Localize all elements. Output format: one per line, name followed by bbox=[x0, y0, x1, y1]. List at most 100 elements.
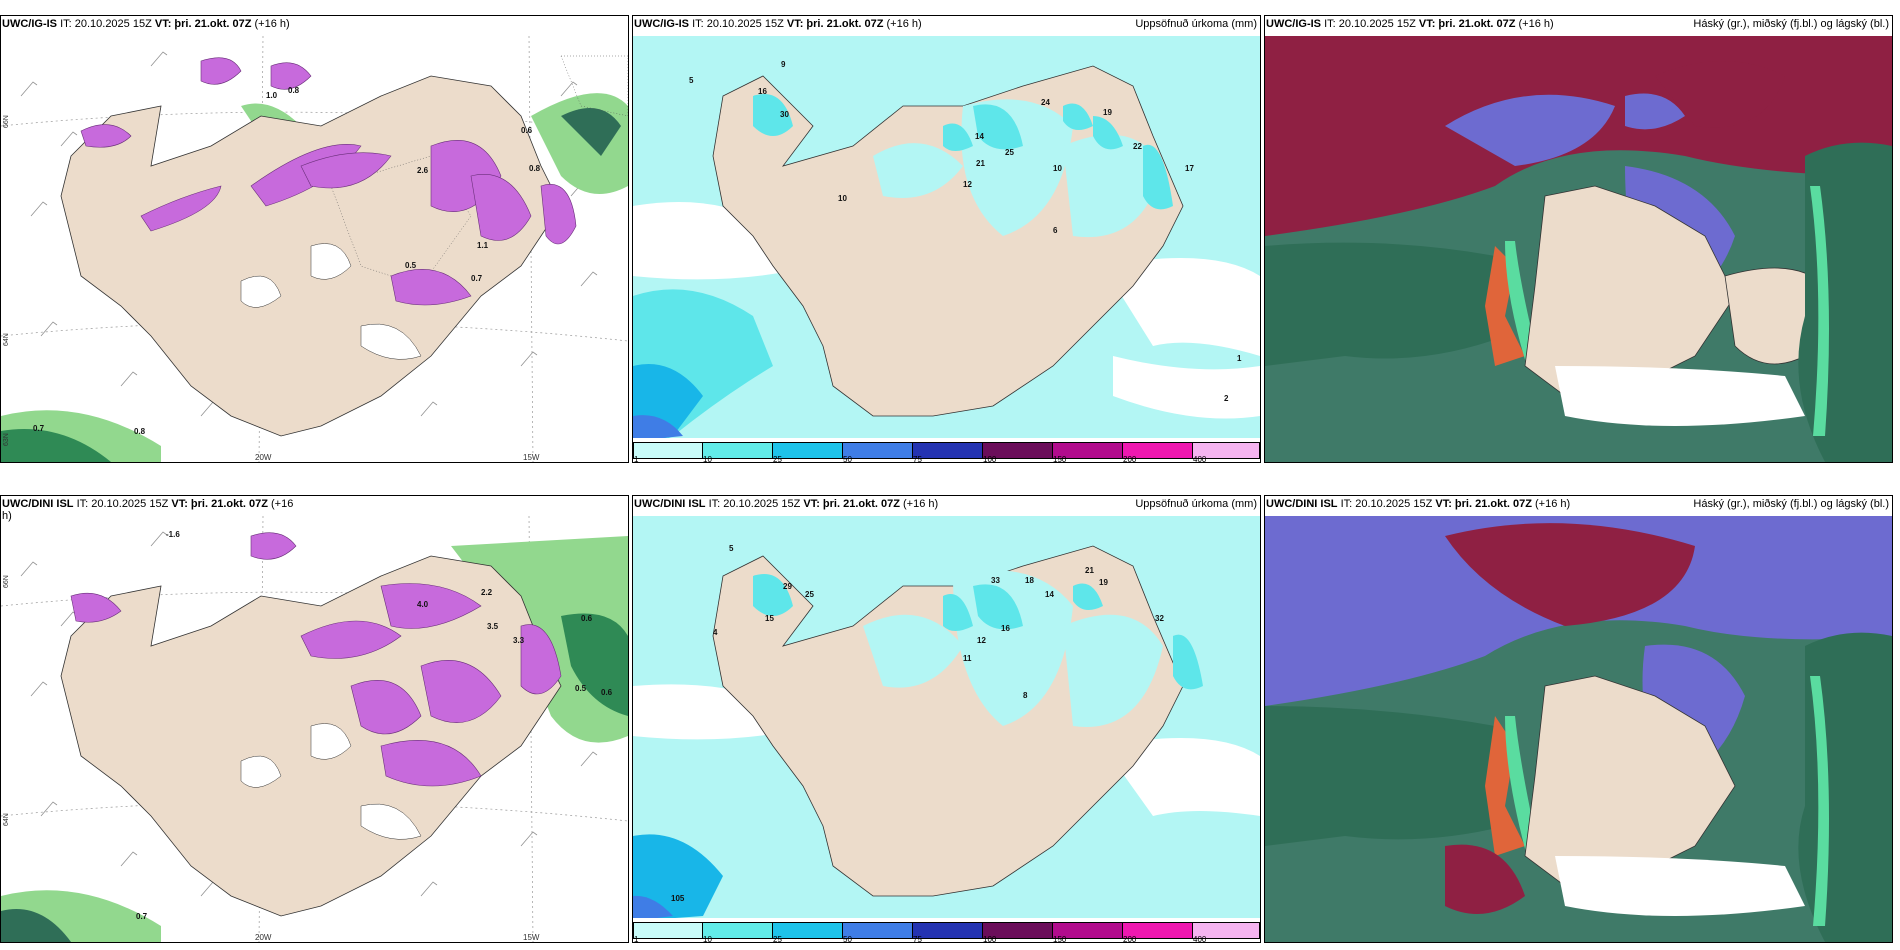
value-label: 0.8 bbox=[134, 427, 146, 436]
lat-label-64n: 64N bbox=[3, 333, 10, 346]
colorbar-swatch bbox=[1193, 442, 1260, 459]
value-label: 4 bbox=[713, 628, 718, 637]
value-label: 4.0 bbox=[417, 600, 429, 609]
value-label: 9 bbox=[781, 60, 786, 69]
panel-title: UWC/DINI ISL IT: 20.10.2025 15Z VT: þri.… bbox=[2, 498, 294, 510]
panel-subtitle: Háský (gr.), miðský (fj.bl.) og lágský (… bbox=[1693, 18, 1889, 30]
value-label: 0.7 bbox=[471, 274, 483, 283]
value-label: 2.2 bbox=[481, 588, 493, 597]
colorbar-swatch bbox=[703, 922, 773, 939]
value-label: 17 bbox=[1185, 164, 1194, 173]
map-svg bbox=[1265, 516, 1892, 942]
precip-colorbar: 1 10 25 50 75 100 150 200 400 bbox=[633, 918, 1260, 942]
colorbar-tick: 200 bbox=[1123, 935, 1137, 943]
value-label: 0.5 bbox=[405, 261, 417, 270]
value-label: 0.6 bbox=[581, 614, 593, 623]
lat-label-66n: 66N bbox=[3, 115, 10, 128]
colorbar-tick: 10 bbox=[703, 935, 712, 943]
value-label: 5 bbox=[689, 76, 694, 85]
value-label: 8 bbox=[1023, 691, 1028, 700]
colorbar-tick: 100 bbox=[983, 455, 997, 463]
map-precip bbox=[633, 516, 1260, 942]
colorbar-swatch bbox=[983, 442, 1053, 459]
value-label: 3.5 bbox=[487, 622, 499, 631]
value-label: 25 bbox=[1005, 148, 1014, 157]
colorbar-swatch bbox=[1053, 922, 1123, 939]
lat-label-64n: 64N bbox=[3, 813, 10, 826]
map-svg bbox=[1265, 36, 1892, 462]
value-label: 18 bbox=[1025, 576, 1034, 585]
lat-label-63n: 63N bbox=[3, 433, 10, 446]
colorbar-swatch bbox=[913, 442, 983, 459]
panel-precip-ig-is: UWC/IG-IS IT: 20.10.2025 15Z VT: þri. 21… bbox=[632, 15, 1261, 463]
colorbar-tick: 100 bbox=[983, 935, 997, 943]
colorbar-tick: 75 bbox=[913, 455, 922, 463]
colorbar-tick: 25 bbox=[773, 935, 782, 943]
panel-title: UWC/IG-IS IT: 20.10.2025 15Z VT: þri. 21… bbox=[2, 18, 290, 30]
value-label: -1.6 bbox=[166, 530, 180, 539]
value-label: 19 bbox=[1103, 108, 1112, 117]
value-label: 0.8 bbox=[529, 164, 541, 173]
lon-label-20w: 20W bbox=[255, 453, 272, 462]
value-label: 15 bbox=[765, 614, 774, 623]
value-label: 24 bbox=[1041, 98, 1050, 107]
map-wind-precip bbox=[1, 36, 628, 462]
value-label: 2.6 bbox=[417, 166, 429, 175]
value-label: 1.1 bbox=[477, 241, 489, 250]
value-label: 32 bbox=[1155, 614, 1164, 623]
panel-title: UWC/DINI ISL IT: 20.10.2025 15Z VT: þri.… bbox=[634, 498, 939, 510]
colorbar-tick: 400 bbox=[1193, 455, 1207, 463]
panel-wind-ig-is: UWC/IG-IS IT: 20.10.2025 15Z VT: þri. 21… bbox=[0, 15, 629, 463]
value-label: 5 bbox=[729, 544, 734, 553]
panel-precip-dini: UWC/DINI ISL IT: 20.10.2025 15Z VT: þri.… bbox=[632, 495, 1261, 943]
colorbar-swatch bbox=[633, 922, 703, 939]
colorbar-swatch bbox=[843, 922, 913, 939]
map-precip bbox=[633, 36, 1260, 462]
colorbar-tick: 50 bbox=[843, 935, 852, 943]
panel-clouds-dini: UWC/DINI ISL IT: 20.10.2025 15Z VT: þri.… bbox=[1264, 495, 1893, 943]
panel-subtitle: Háský (gr.), miðský (fj.bl.) og lágský (… bbox=[1693, 498, 1889, 510]
value-label: 0.7 bbox=[136, 912, 148, 921]
colorbar-tick: 75 bbox=[913, 935, 922, 943]
colorbar-tick: 10 bbox=[703, 455, 712, 463]
colorbar-tick: 50 bbox=[843, 455, 852, 463]
precip-colorbar: 1 10 25 50 75 100 150 200 400 bbox=[633, 438, 1260, 462]
panel-title: UWC/DINI ISL IT: 20.10.2025 15Z VT: þri.… bbox=[1266, 498, 1571, 510]
colorbar-swatch bbox=[633, 442, 703, 459]
colorbar-swatch bbox=[703, 442, 773, 459]
colorbar-swatch bbox=[843, 442, 913, 459]
value-label: 1.0 bbox=[266, 91, 278, 100]
map-wind-precip bbox=[1, 516, 628, 942]
value-label: 2 bbox=[1224, 394, 1229, 403]
value-label: 0.6 bbox=[521, 126, 533, 135]
colorbar-tick: 25 bbox=[773, 455, 782, 463]
value-label: 14 bbox=[975, 132, 984, 141]
panel-title: UWC/IG-IS IT: 20.10.2025 15Z VT: þri. 21… bbox=[1266, 18, 1554, 30]
panel-title-wrap: h) bbox=[2, 510, 12, 522]
panel-wind-dini: UWC/DINI ISL IT: 20.10.2025 15Z VT: þri.… bbox=[0, 495, 629, 943]
colorbar-tick: 400 bbox=[1193, 935, 1207, 943]
value-label: 105 bbox=[671, 894, 685, 903]
value-label: 33 bbox=[991, 576, 1000, 585]
colorbar-swatch bbox=[773, 442, 843, 459]
lat-label-66n: 66N bbox=[3, 575, 10, 588]
value-label: 19 bbox=[1099, 578, 1108, 587]
colorbar-tick: 150 bbox=[1053, 455, 1067, 463]
panel-clouds-ig-is: UWC/IG-IS IT: 20.10.2025 15Z VT: þri. 21… bbox=[1264, 15, 1893, 463]
value-label: 16 bbox=[758, 87, 767, 96]
value-label: 11 bbox=[963, 654, 972, 663]
colorbar-swatch bbox=[913, 922, 983, 939]
panel-subtitle: Uppsöfnuð úrkoma (mm) bbox=[1135, 18, 1257, 30]
colorbar-swatch bbox=[1123, 442, 1193, 459]
value-label: 10 bbox=[1053, 164, 1062, 173]
colorbar-swatch bbox=[1193, 922, 1260, 939]
value-label: 12 bbox=[963, 180, 972, 189]
lon-label-20w: 20W bbox=[255, 933, 272, 942]
value-label: 21 bbox=[976, 159, 985, 168]
value-label: 3.3 bbox=[513, 636, 525, 645]
value-label: 0.6 bbox=[601, 688, 613, 697]
colorbar-swatch bbox=[983, 922, 1053, 939]
panel-title: UWC/IG-IS IT: 20.10.2025 15Z VT: þri. 21… bbox=[634, 18, 922, 30]
colorbar-tick: 150 bbox=[1053, 935, 1067, 943]
value-label: 25 bbox=[805, 590, 814, 599]
